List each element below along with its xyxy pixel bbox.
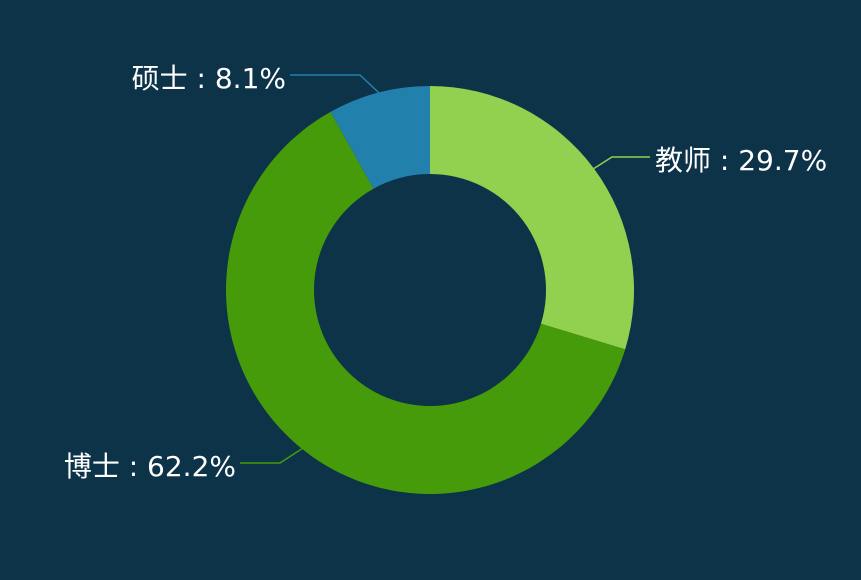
slice-teacher-label-line — [593, 156, 650, 170]
slice-phd-label-line — [240, 448, 303, 464]
slice-master[interactable] — [330, 86, 430, 189]
slice-master-label-line — [290, 74, 380, 94]
slice-label-phd: 博士 : 62.2% — [64, 450, 236, 483]
slices — [225, 86, 634, 495]
slice-label-teacher: 教师 : 29.7% — [655, 144, 827, 177]
label-lines — [240, 74, 650, 464]
slice-teacher[interactable] — [430, 86, 634, 350]
slice-label-master: 硕士 : 8.1% — [132, 62, 286, 95]
slice-phd[interactable] — [225, 111, 626, 495]
